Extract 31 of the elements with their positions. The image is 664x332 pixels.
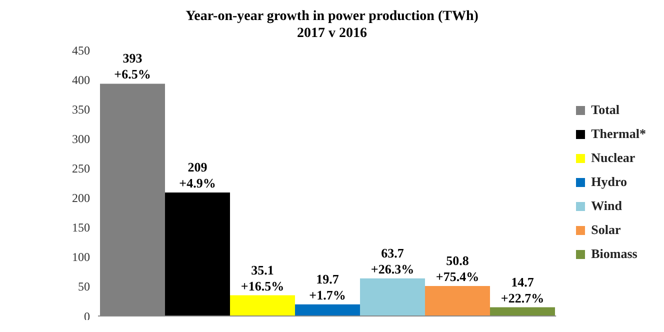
y-tick-label: 300 <box>72 132 90 146</box>
y-tick-label: 0 <box>84 309 90 324</box>
y-tick-label: 50 <box>78 280 90 294</box>
y-tick-label: 400 <box>72 72 90 87</box>
data-label: 19.7 +1.7% <box>309 271 346 302</box>
data-label: 50.8 +75.4% <box>436 252 480 284</box>
data-label: 63.7 +26.3% <box>370 245 414 276</box>
y-tick-label: 150 <box>72 220 90 235</box>
y-tick-label: 450 <box>72 43 90 58</box>
y-tick-label: 200 <box>72 191 90 206</box>
legend-label: Hydro <box>591 173 627 191</box>
bar <box>165 192 230 316</box>
bar <box>295 304 360 316</box>
y-tick-label: 250 <box>72 161 90 176</box>
bar <box>360 278 425 316</box>
bar <box>425 286 490 316</box>
y-tick-label: 350 <box>72 102 90 116</box>
legend-label: Nuclear <box>591 149 636 167</box>
legend-label: Biomass <box>591 245 638 263</box>
legend-label: Total <box>591 101 620 119</box>
data-label: 35.1 +16.5% <box>240 262 284 294</box>
chart-title: Year-on-year growth in power production (TWh) 2017 v 2016 <box>184 8 480 42</box>
legend-label: Thermal* <box>591 125 646 143</box>
data-label: 393 +6.5% <box>114 50 151 82</box>
bar <box>490 307 555 316</box>
data-label: 209 +4.9% <box>179 159 216 190</box>
y-tick-label: 100 <box>72 250 90 264</box>
data-label: 14.7 +22.7% <box>500 274 544 306</box>
legend-label: Wind <box>591 197 622 215</box>
bar <box>230 295 295 316</box>
legend-label: Solar <box>591 221 621 239</box>
